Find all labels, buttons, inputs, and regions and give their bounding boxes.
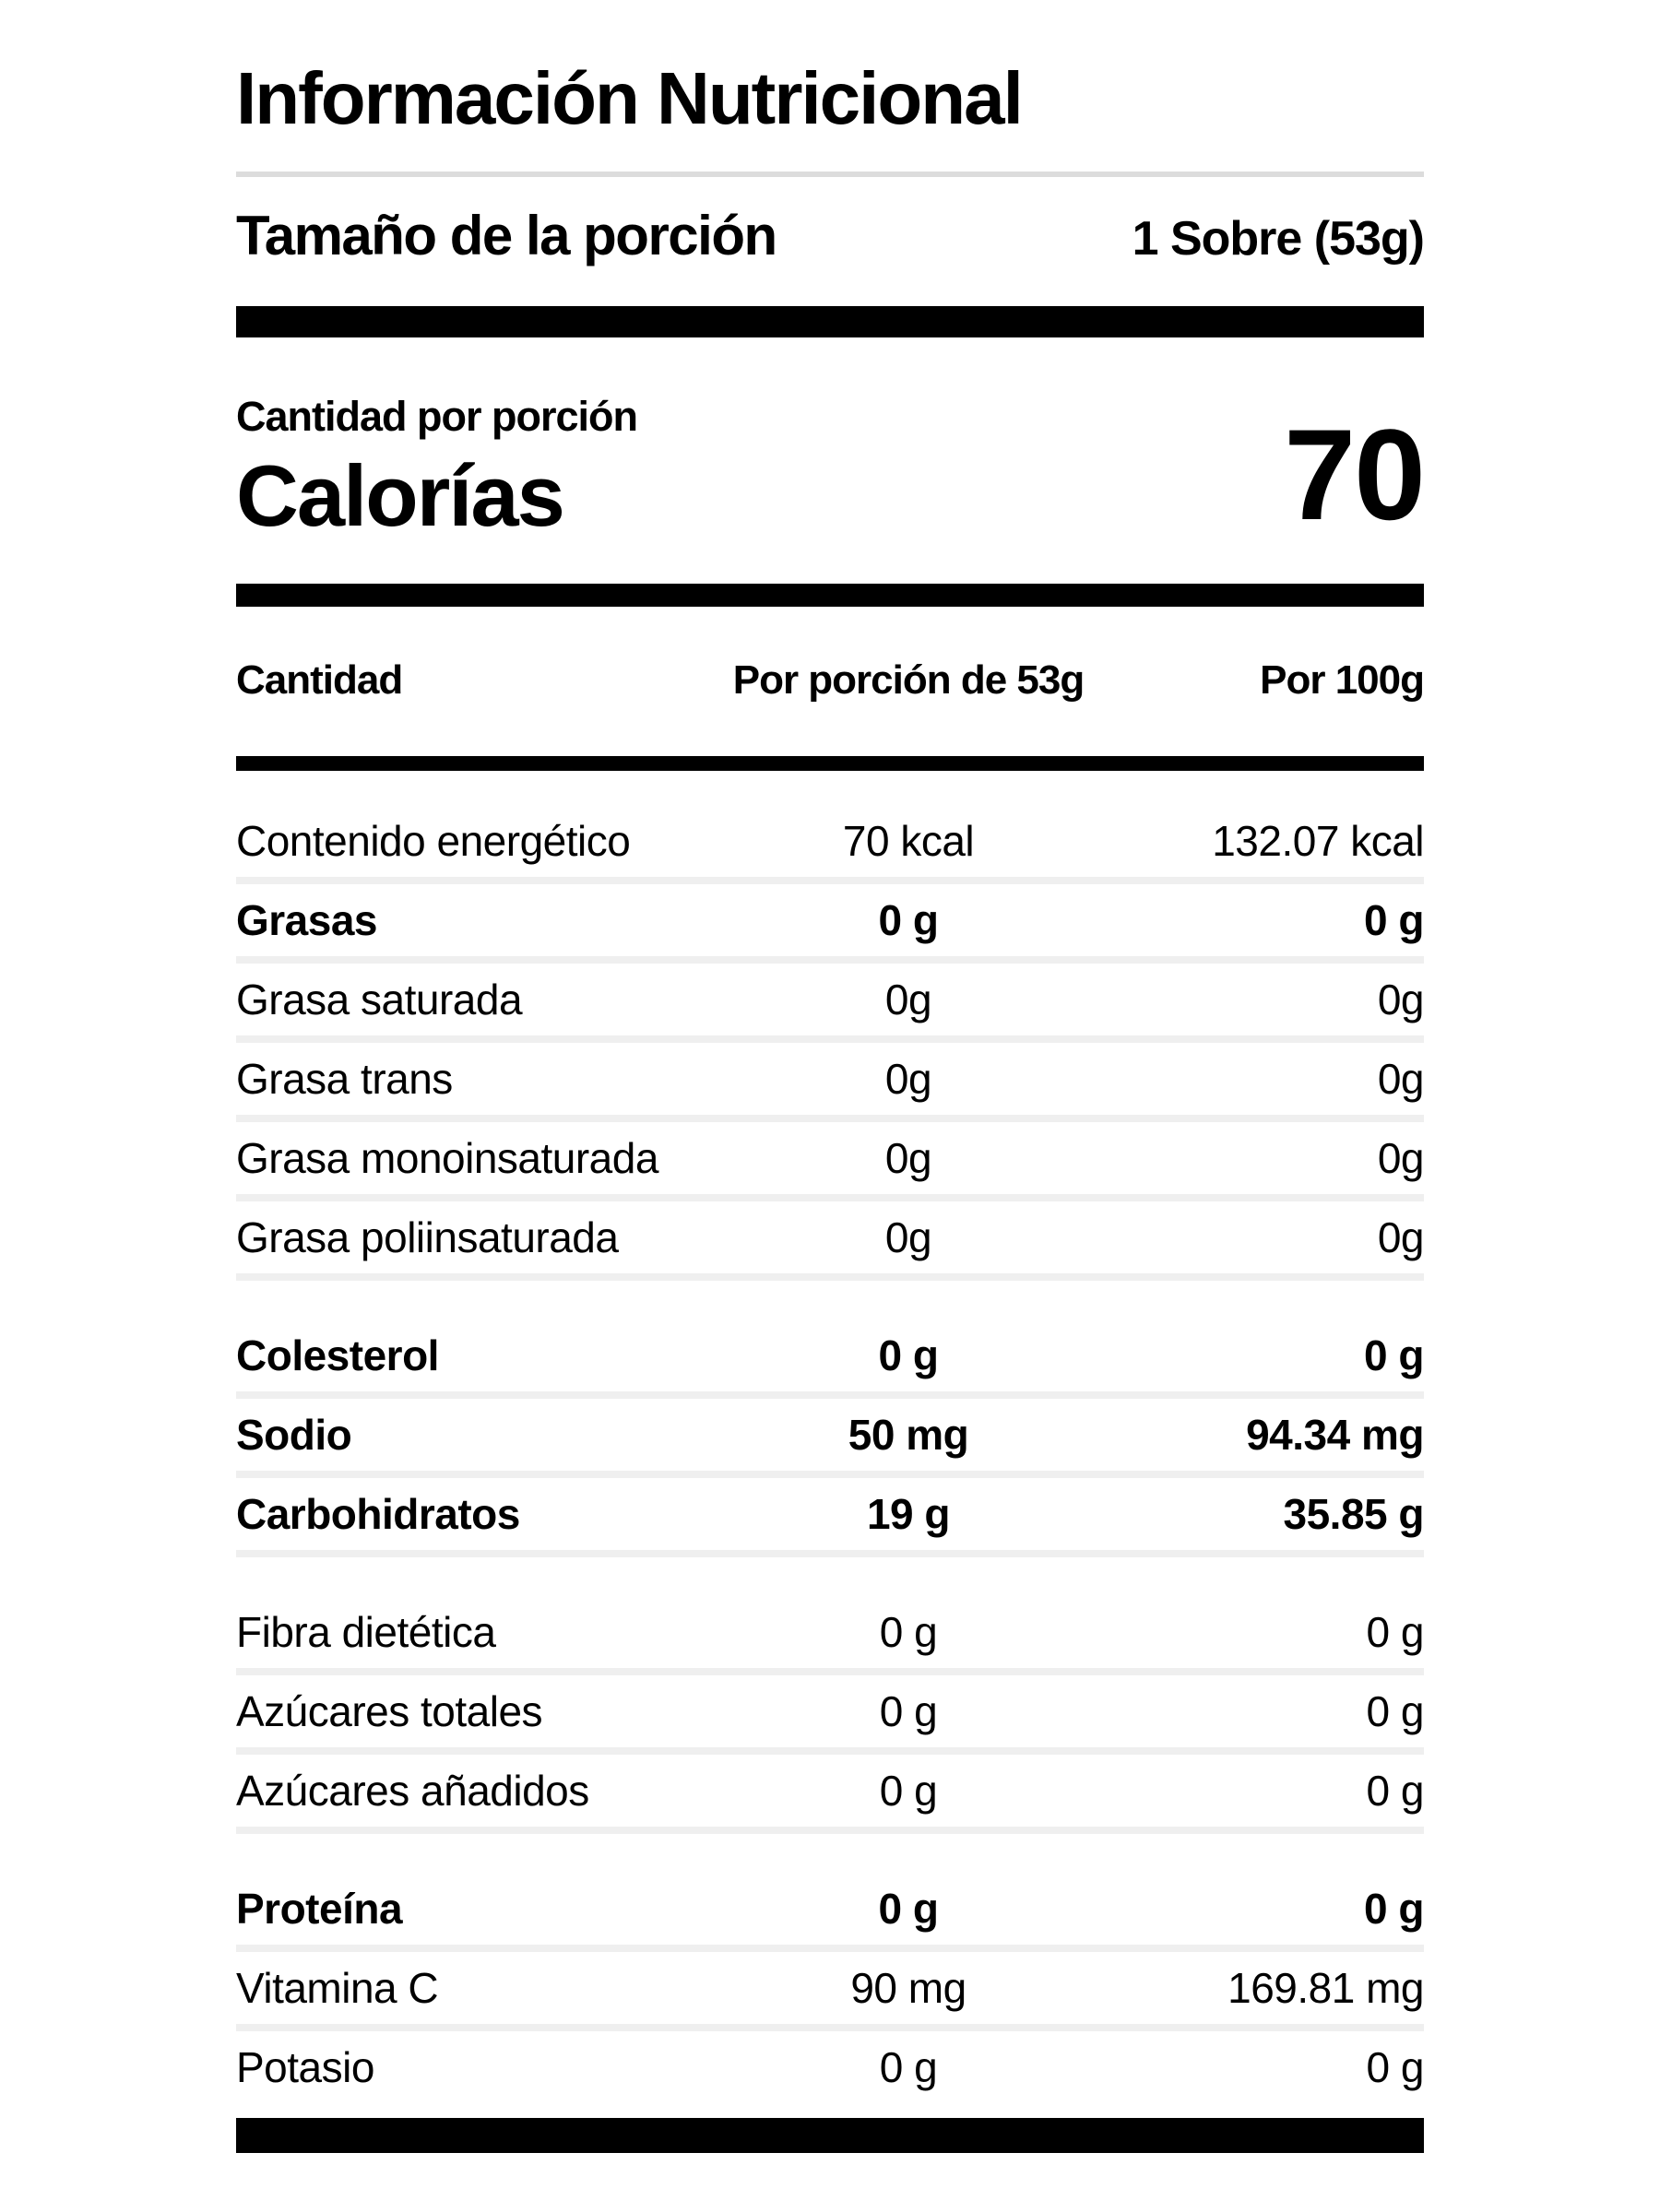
- row-separator: [236, 1668, 1424, 1675]
- row-per-100g-value: 0 g: [1366, 1608, 1425, 1656]
- row-per-serving-value: 0 g: [878, 1331, 939, 1379]
- row-label: Potasio: [236, 2043, 374, 2091]
- row-per-100g-value: 0g: [1377, 1213, 1425, 1261]
- row-label: Grasas: [236, 896, 378, 944]
- row-per-serving-value: 0 g: [879, 2043, 938, 2091]
- page-title: Información Nutricional: [236, 57, 1024, 139]
- row-per-100g-value: 0 g: [1366, 2043, 1425, 2091]
- row-label: Vitamina C: [236, 1964, 439, 2012]
- row-per-100g-value: 169.81 mg: [1227, 1964, 1424, 2012]
- table-row: Grasa trans 0g 0g: [236, 1043, 1425, 1115]
- calories-value: 70: [1284, 402, 1426, 547]
- row-per-100g-value: 0 g: [1364, 1885, 1424, 1933]
- row-separator: [236, 1747, 1424, 1755]
- row-per-serving-value: 50 mg: [848, 1411, 969, 1459]
- row-label: Colesterol: [236, 1331, 439, 1379]
- row-per-100g-value: 0g: [1377, 976, 1425, 1023]
- row-per-100g-value: 0g: [1377, 1134, 1425, 1182]
- table-row: Grasa monoinsaturada 0g 0g: [236, 1122, 1425, 1194]
- table-column-header: Cantidad Por porción de 53g Por 100g: [236, 657, 1425, 704]
- divider-bar-calories: [236, 584, 1424, 607]
- column-header-per-serving: Por porción de 53g: [732, 657, 1085, 703]
- row-label: Sodio: [236, 1411, 352, 1459]
- table-row: Proteína 0 g 0 g: [236, 1873, 1425, 1945]
- title-divider: [236, 172, 1424, 177]
- table-row: Vitamina C 90 mg 169.81 mg: [236, 1952, 1425, 2024]
- table-row: Fibra dietética 0 g 0 g: [236, 1596, 1425, 1668]
- row-label: Grasa saturada: [236, 976, 523, 1023]
- row-per-serving-value: 0 g: [879, 1608, 938, 1656]
- row-per-100g-value: 94.34 mg: [1246, 1411, 1424, 1459]
- row-per-100g-value: 0 g: [1366, 1767, 1425, 1815]
- table-row: Sodio 50 mg 94.34 mg: [236, 1399, 1425, 1471]
- row-per-serving-value: 0 g: [878, 896, 939, 944]
- nutrition-label: Información Nutricional Tamaño de la por…: [236, 0, 1426, 2153]
- row-label: Proteína: [236, 1885, 403, 1933]
- table-row: Azúcares totales 0 g 0 g: [236, 1675, 1425, 1747]
- nutrient-table: Contenido energético 70 kcal 132.07 kcal…: [236, 805, 1425, 2103]
- table-row: Contenido energético 70 kcal 132.07 kcal: [236, 805, 1425, 877]
- table-row: Grasas 0 g 0 g: [236, 884, 1425, 956]
- row-separator: [236, 1827, 1424, 1834]
- table-row: Grasa poliinsaturada 0g 0g: [236, 1201, 1425, 1273]
- row-per-serving-value: 0g: [884, 1134, 932, 1182]
- row-label: Grasa monoinsaturada: [236, 1134, 658, 1182]
- row-per-serving-value: 90 mg: [850, 1964, 966, 2012]
- row-separator: [236, 1273, 1424, 1281]
- row-label: Grasa poliinsaturada: [236, 1213, 619, 1261]
- row-separator: [236, 1550, 1424, 1557]
- row-per-serving-value: 70 kcal: [842, 817, 975, 865]
- table-row: Carbohidratos 19 g 35.85 g: [236, 1478, 1425, 1550]
- row-label: Carbohidratos: [236, 1490, 520, 1538]
- row-separator: [236, 2024, 1424, 2031]
- row-per-serving-value: 0g: [884, 976, 932, 1023]
- row-separator: [236, 1945, 1424, 1952]
- row-per-serving-value: 0g: [884, 1213, 932, 1261]
- row-separator: [236, 877, 1424, 884]
- row-label: Azúcares totales: [236, 1687, 543, 1735]
- row-separator: [236, 1115, 1424, 1122]
- row-separator: [236, 1471, 1424, 1478]
- table-row: Potasio 0 g 0 g: [236, 2031, 1425, 2103]
- divider-bar-header: [236, 756, 1424, 771]
- table-row: Grasa saturada 0g 0g: [236, 964, 1425, 1035]
- row-separator: [236, 1194, 1424, 1201]
- table-row: Azúcares añadidos 0 g 0 g: [236, 1755, 1425, 1827]
- row-per-100g-value: 0 g: [1364, 896, 1424, 944]
- row-label: Contenido energético: [236, 817, 631, 865]
- bottom-bar: [236, 2118, 1424, 2153]
- row-separator: [236, 1035, 1424, 1043]
- calories-section: Cantidad por porción Calorías 70: [236, 337, 1426, 547]
- row-per-serving-value: 0g: [884, 1055, 932, 1103]
- amount-per-serving-label: Cantidad por porción: [236, 393, 638, 440]
- row-label: Grasa trans: [236, 1055, 453, 1103]
- row-label: Azúcares añadidos: [236, 1767, 589, 1815]
- row-per-serving-value: 0 g: [878, 1885, 939, 1933]
- row-separator: [236, 956, 1424, 964]
- column-header-per-100g: Por 100g: [1260, 657, 1425, 703]
- row-separator: [236, 1391, 1424, 1399]
- column-header-amount: Cantidad: [236, 657, 403, 703]
- serving-size-label: Tamaño de la porción: [236, 205, 777, 266]
- calories-label: Calorías: [236, 447, 565, 544]
- row-per-100g-value: 132.07 kcal: [1212, 817, 1424, 865]
- divider-bar-top: [236, 306, 1424, 337]
- row-per-100g-value: 0 g: [1364, 1331, 1424, 1379]
- row-per-serving-value: 0 g: [879, 1767, 938, 1815]
- row-per-serving-value: 19 g: [866, 1490, 951, 1538]
- serving-size-row: Tamaño de la porción 1 Sobre (53g): [236, 203, 1425, 269]
- serving-size-value: 1 Sobre (53g): [1132, 212, 1425, 266]
- row-per-100g-value: 0g: [1377, 1055, 1425, 1103]
- table-row: Colesterol 0 g 0 g: [236, 1319, 1425, 1391]
- row-per-100g-value: 35.85 g: [1283, 1490, 1425, 1538]
- row-label: Fibra dietética: [236, 1608, 496, 1656]
- row-per-100g-value: 0 g: [1366, 1687, 1425, 1735]
- row-per-serving-value: 0 g: [879, 1687, 938, 1735]
